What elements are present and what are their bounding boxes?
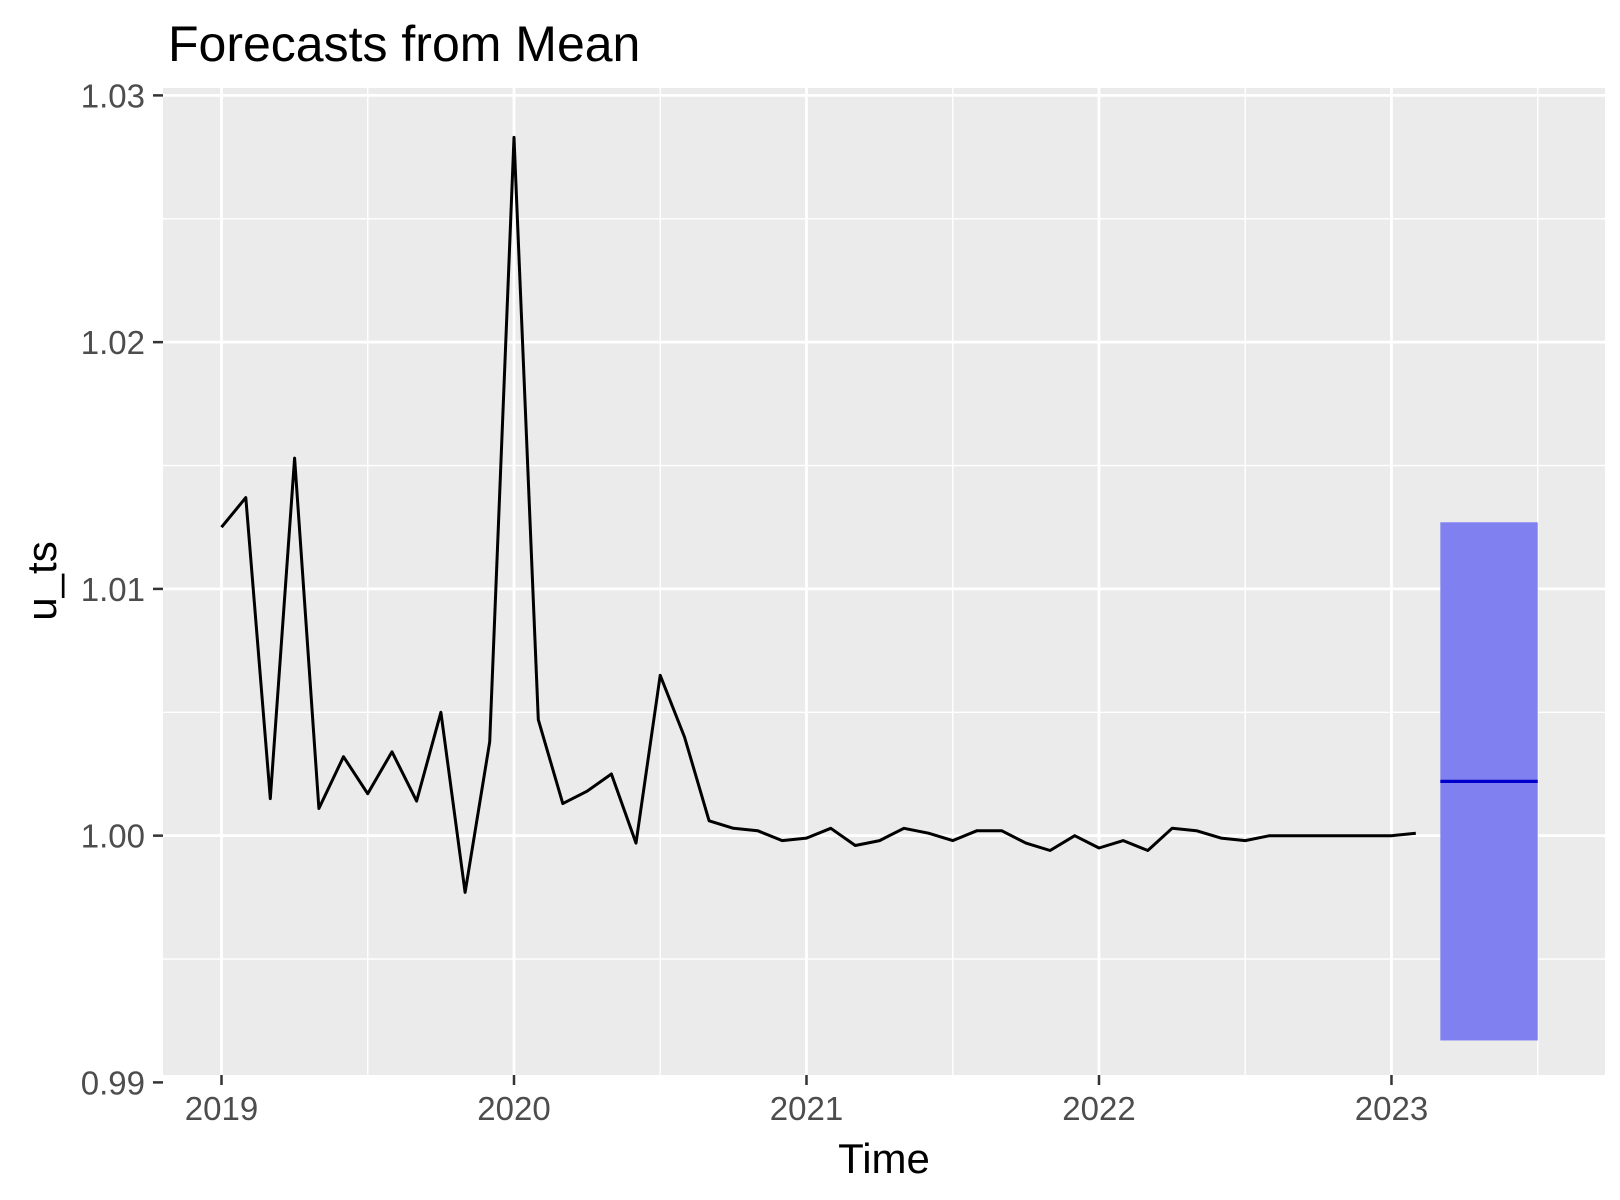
grid-major bbox=[163, 88, 1605, 1084]
x-tick-label: 2019 bbox=[185, 1090, 258, 1127]
x-axis: 2019 2020 2021 2022 2023 bbox=[185, 1075, 1428, 1127]
x-tick-label: 2020 bbox=[477, 1090, 550, 1127]
forecast-layer bbox=[1440, 522, 1538, 1041]
x-tick-label: 2023 bbox=[1355, 1090, 1428, 1127]
x-tick-label: 2022 bbox=[1062, 1090, 1135, 1127]
plot-panel bbox=[163, 88, 1605, 1075]
series-line bbox=[220, 135, 1416, 894]
y-tick-label: 1.03 bbox=[81, 77, 145, 114]
x-tick-label: 2021 bbox=[770, 1090, 843, 1127]
y-tick-label: 1.02 bbox=[81, 324, 145, 361]
y-axis: 0.99 1.00 1.01 1.02 1.03 bbox=[81, 77, 163, 1101]
x-axis-title: Time bbox=[838, 1135, 930, 1182]
series-layer bbox=[220, 135, 1416, 894]
y-axis-title: u_ts bbox=[18, 541, 65, 620]
chart-title: Forecasts from Mean bbox=[168, 16, 640, 72]
y-tick-label: 0.99 bbox=[81, 1064, 145, 1101]
y-tick-label: 1.00 bbox=[81, 818, 145, 855]
grid-minor bbox=[163, 88, 1605, 1075]
y-tick-label: 1.01 bbox=[81, 571, 145, 608]
